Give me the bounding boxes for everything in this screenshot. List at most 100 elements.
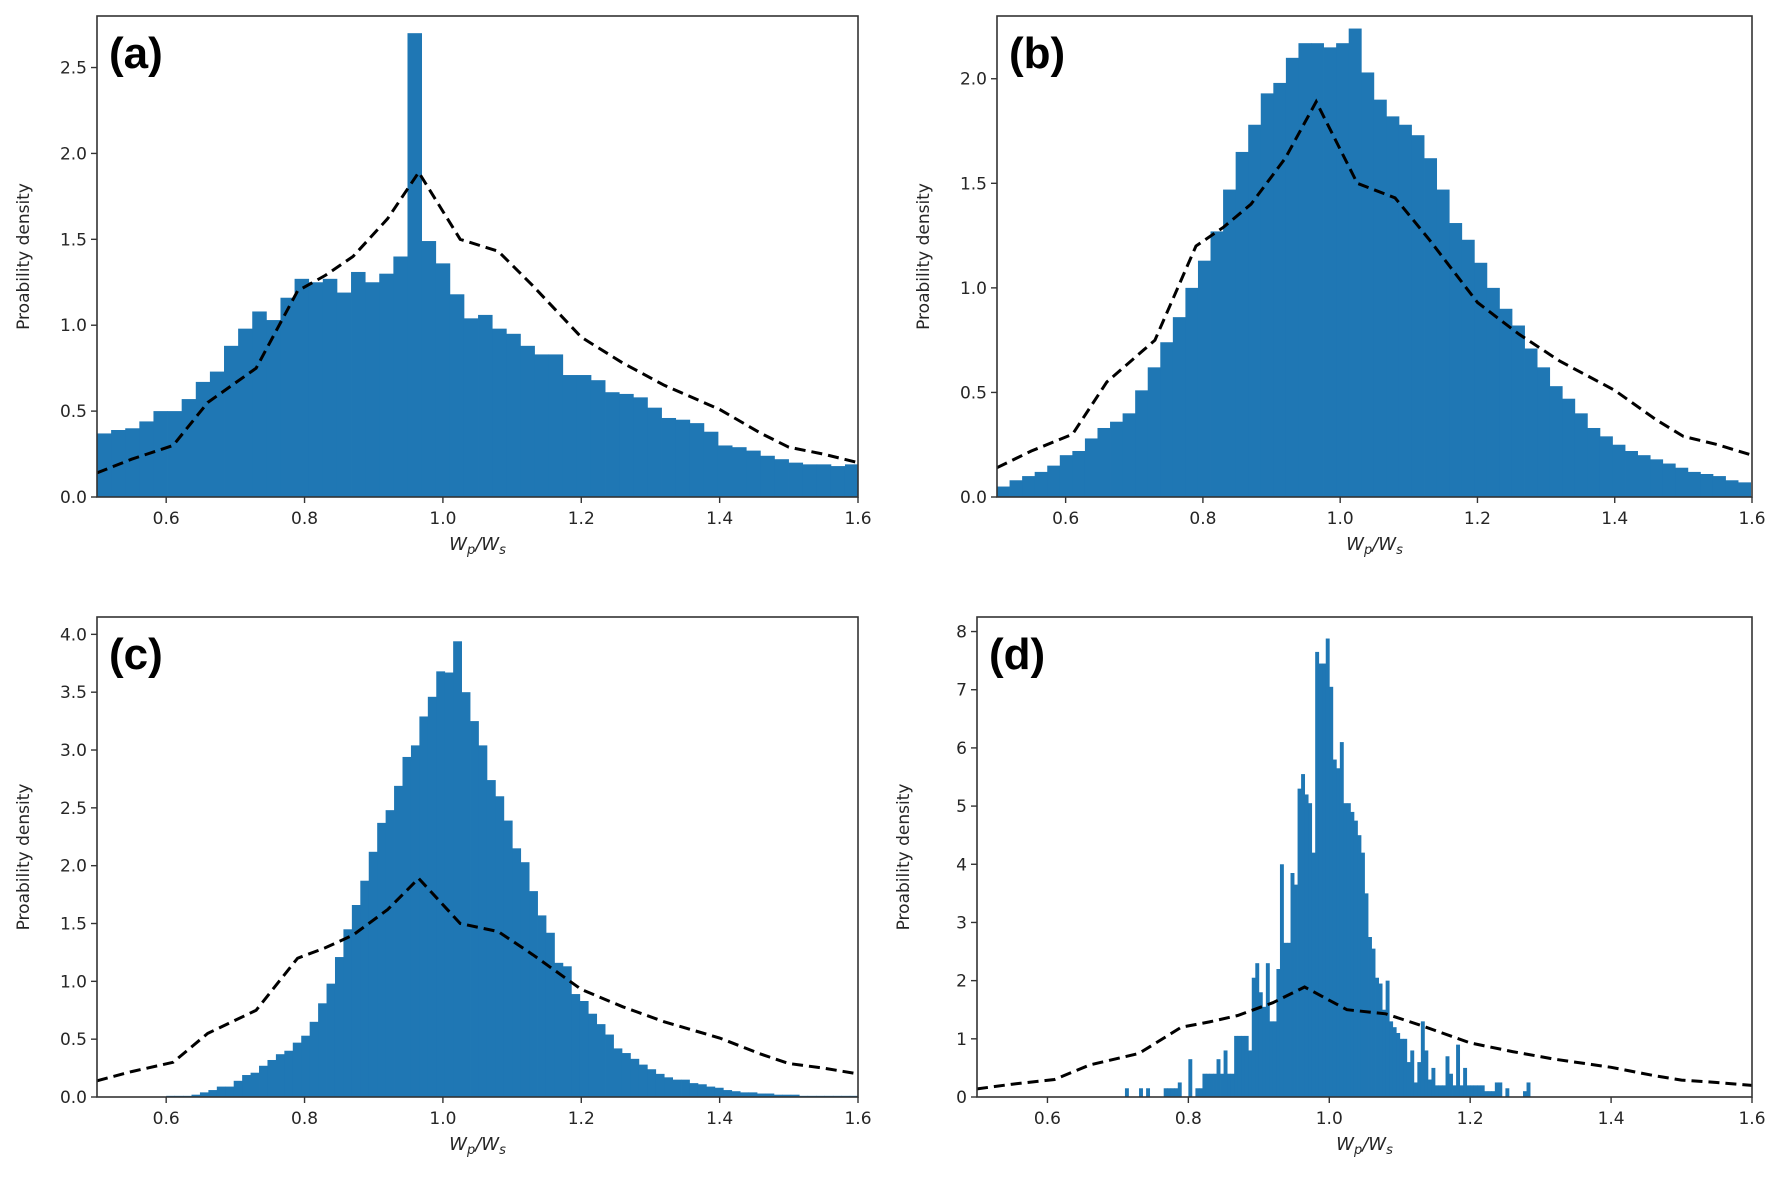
y-tick-label: 0.0 [60,1088,87,1108]
histogram-bar [385,810,395,1097]
y-axis-label: Proability density [14,183,34,330]
histogram-bar [672,1079,682,1097]
histogram-bar [1323,47,1337,497]
y-tick-label: 2.0 [960,70,987,90]
histogram-bar [997,486,1010,497]
histogram-bar [181,399,197,497]
histogram-bar [1431,1067,1436,1097]
histogram-bar [167,411,183,497]
histogram-bar [1712,476,1726,497]
histogram-bar [495,796,505,1097]
histogram-bar [1262,1006,1267,1097]
histogram-bar [1434,1085,1439,1097]
histogram-bar [1339,742,1344,1097]
histogram-bar [368,851,378,1097]
x-tick-label: 1.6 [1738,509,1765,529]
histogram-bar [1424,158,1438,497]
y-tick-label: 4 [956,855,967,875]
histogram-bar [1322,663,1327,1097]
histogram-bar [1210,231,1224,497]
histogram-bar [1498,1082,1503,1097]
histogram-bar [1177,1082,1182,1097]
plot-area [977,638,1752,1097]
y-axis-label: Proability density [914,183,934,330]
histogram-bar [1230,1073,1235,1097]
x-tick-label: 1.6 [844,1109,871,1129]
histogram-bar [1220,1073,1224,1097]
histogram-bar [1438,1085,1443,1097]
histogram-bar [1147,367,1161,497]
histogram-bar [746,450,761,497]
histogram-bar [1258,992,1263,1097]
y-tick-label: 1.0 [960,279,987,299]
histogram-bar [1235,151,1249,497]
histogram-bar [1244,1035,1249,1097]
histogram-bar [1368,937,1372,1097]
histogram-bar [1283,942,1288,1097]
x-axis-label: Wp/Ws [1336,1134,1393,1158]
histogram-bar [773,1094,783,1097]
histogram-bar [1442,1085,1446,1097]
histogram-bar [802,464,818,497]
histogram-bar [1216,1059,1221,1097]
histogram-bar [1022,476,1036,497]
histogram-bar [444,672,454,1097]
histogram-bar [1205,1073,1210,1097]
histogram-bar [1357,835,1362,1097]
histogram-bar [225,1086,235,1097]
axes-frame [96,616,859,1098]
histogram-bar [545,932,555,1097]
histogram-bar [1034,471,1048,497]
histogram-bar [1392,1027,1397,1097]
histogram-bar [461,692,471,1097]
histogram-bar [252,311,267,497]
histogram-bar [782,1094,792,1097]
histogram-bar [1417,1062,1422,1097]
histogram-bar [1725,480,1739,497]
histogram-bar [1174,1088,1179,1097]
histogram-bar [1375,977,1379,1097]
histogram-bar [1188,1059,1193,1097]
x-tick-label: 0.6 [1052,509,1079,529]
histogram-bar [139,421,154,497]
histogram-bar [664,1077,673,1097]
histogram-bar [1410,1050,1415,1097]
histogram-bar [1353,820,1358,1097]
histogram-bar [360,880,370,1097]
histogram-bar [216,1086,226,1097]
x-tick-label: 1.4 [1601,509,1628,529]
histogram-bar [209,371,225,497]
histogram-bar [520,345,535,497]
reference-curve [97,876,858,1083]
histogram-bar [1480,1085,1485,1097]
y-tick-label: 6 [956,739,967,759]
histogram-bar [1172,317,1186,497]
histogram-bar [1084,438,1098,497]
histogram-bar [1348,28,1362,497]
histogram-bar [765,1093,775,1097]
histogram-bar [1466,1085,1471,1097]
histogram-bar [1248,124,1262,497]
histogram-bar [571,994,581,1097]
histogram-bar [1491,1091,1496,1097]
histogram-bar [1234,1035,1239,1097]
histogram-bar [294,278,310,497]
histogram-bar [661,417,677,497]
histogram-bar [596,1024,606,1097]
y-tick-label: 2.5 [60,799,87,819]
histogram-bar [605,1034,614,1097]
x-tick-label: 1.2 [568,1109,595,1129]
histogram-bar [576,375,592,497]
histogram-bar [478,745,488,1097]
histogram-bar [579,1001,589,1097]
histogram-bar [588,1013,598,1097]
histogram-bar [760,455,775,497]
y-tick-label: 0.0 [60,488,87,508]
histogram-bar [1135,390,1149,497]
y-tick-label: 0.5 [960,383,987,403]
histogram-bar [1197,260,1211,497]
histogram-bar [233,1080,243,1097]
histogram-bar [790,1094,800,1097]
axes-frame [996,15,1753,498]
histogram-bar [1160,342,1174,497]
